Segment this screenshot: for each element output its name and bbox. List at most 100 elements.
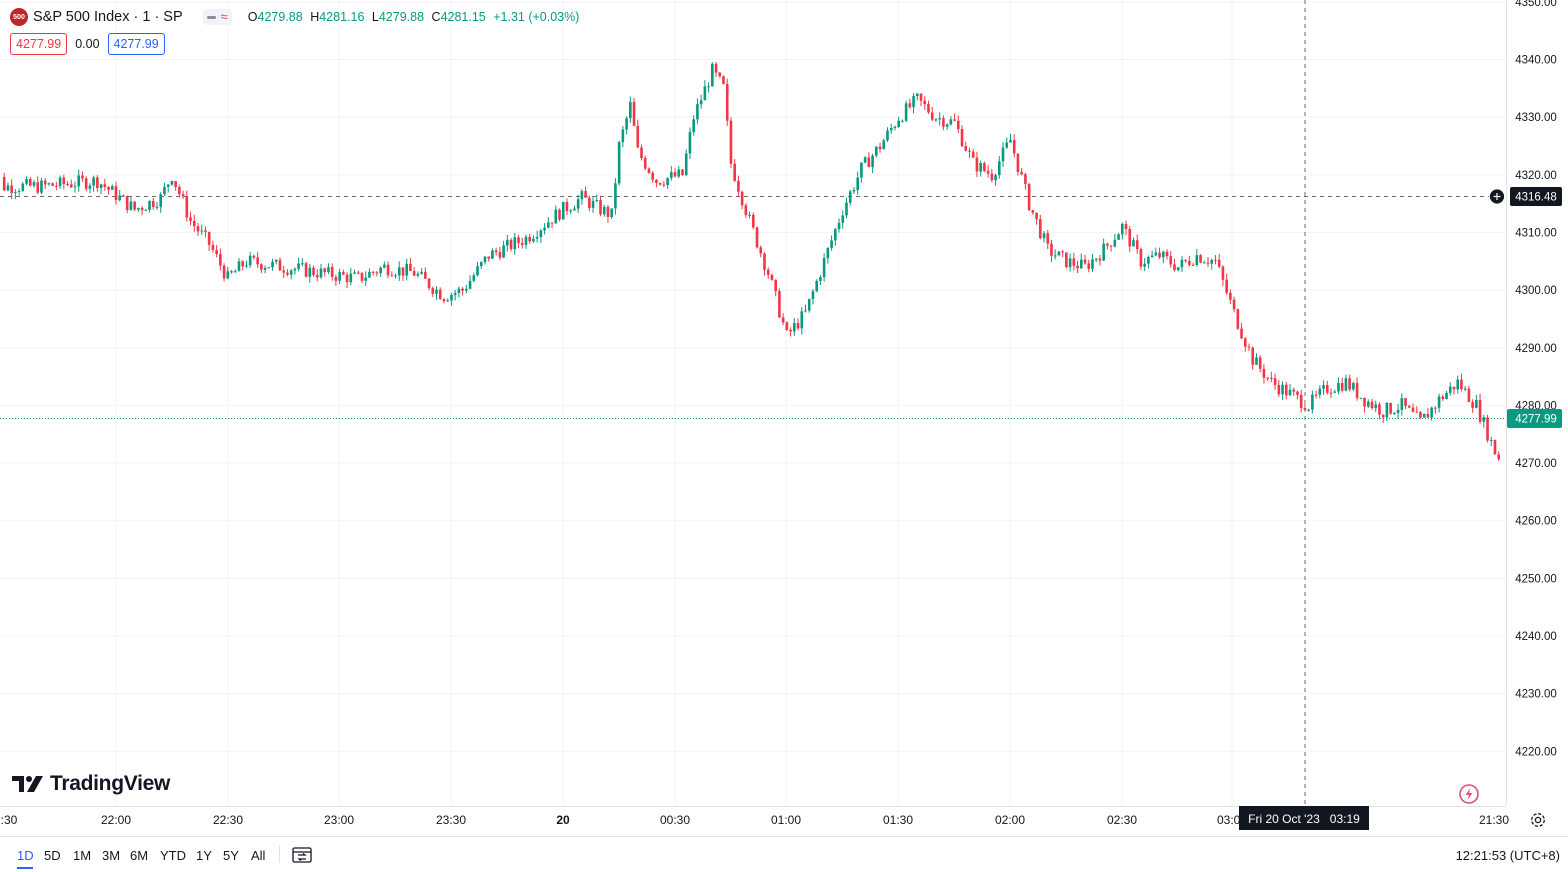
- candle-up: [58, 175, 62, 189]
- candle-down: [1221, 265, 1225, 287]
- candle-down: [781, 313, 785, 326]
- candle-down: [878, 142, 882, 153]
- approx-icon[interactable]: ≈: [220, 9, 228, 24]
- candle-up: [468, 275, 472, 290]
- candle-down: [1240, 323, 1243, 340]
- candle-down: [1419, 411, 1422, 419]
- candle-up: [435, 286, 438, 300]
- crosshair-price-label: 4316.48: [1510, 187, 1562, 206]
- timeframe-all[interactable]: All: [251, 848, 266, 863]
- candle-up: [1053, 249, 1057, 260]
- price-chart[interactable]: 4350.00 4340.00 4330.00 4320.00 4310.00 4300.…: [0, 0, 1568, 836]
- candle-up: [25, 176, 28, 186]
- timeframe-ytd[interactable]: YTD: [160, 848, 186, 863]
- candle-down: [1273, 373, 1277, 390]
- candle-down: [655, 179, 658, 188]
- candle-down: [1452, 386, 1456, 395]
- candle-up: [1120, 222, 1124, 240]
- candle-up: [1344, 374, 1348, 392]
- flash-icon[interactable]: [1458, 783, 1480, 805]
- time-tick-label: 01:00: [771, 813, 801, 827]
- timeframe-5d[interactable]: 5D: [44, 848, 61, 863]
- buy-button[interactable]: 4277.99: [107, 33, 165, 55]
- candle-down: [1031, 209, 1035, 215]
- candle-down: [375, 271, 379, 277]
- candle-up: [916, 92, 919, 101]
- candle-up: [1322, 380, 1325, 395]
- candle-down: [778, 288, 781, 319]
- timeframe-5y[interactable]: 5Y: [223, 848, 239, 863]
- price-axis[interactable]: 4350.00 4340.00 4330.00 4320.00 4310.00 4300.…: [1515, 0, 1557, 758]
- timeframe-1y[interactable]: 1Y: [196, 848, 212, 863]
- candle-down: [1124, 220, 1128, 236]
- candle-down: [636, 119, 640, 149]
- candle-down: [431, 286, 435, 298]
- candle-down: [230, 270, 233, 274]
- candle-up: [692, 115, 695, 136]
- price-tick-label: 4320.00: [1515, 170, 1557, 182]
- candle-down: [1262, 364, 1266, 384]
- candle-up: [1456, 375, 1460, 394]
- timeframe-6m[interactable]: 6M: [130, 848, 149, 863]
- price-tick-label: 4310.00: [1515, 227, 1557, 239]
- price-tick-label: 4340.00: [1515, 55, 1557, 67]
- candle-up: [1396, 403, 1400, 420]
- candle-down: [789, 327, 792, 337]
- candle-down: [1065, 252, 1068, 269]
- candle-up: [1154, 247, 1158, 257]
- candle-up: [1393, 411, 1396, 415]
- candle-up: [118, 189, 122, 202]
- candle-up: [483, 256, 487, 265]
- candle-up: [834, 227, 837, 246]
- candle-up: [353, 269, 356, 275]
- symbol-title[interactable]: S&P 500 Index · 1 · SP: [33, 9, 183, 25]
- settings-icon[interactable]: [1529, 811, 1547, 829]
- candle-up: [1359, 397, 1363, 400]
- candle-down: [114, 181, 118, 205]
- timeframe-3m[interactable]: 3M: [102, 848, 121, 863]
- legend-toggle-pill[interactable]: ≈: [202, 9, 232, 25]
- candle-up: [945, 123, 949, 130]
- time-axis[interactable]: :30 22:00 22:30 23:00 23:30 20 00:30 01:00 01:30…: [1, 813, 1510, 827]
- candle-down: [1020, 167, 1023, 176]
- minimize-icon[interactable]: [206, 15, 216, 19]
- candle-down: [908, 98, 912, 109]
- clock-timezone[interactable]: 12:21:53 (UTC+8): [1455, 848, 1560, 863]
- open-value: 4279.88: [257, 10, 303, 24]
- candle-up: [535, 230, 539, 243]
- candle-up: [539, 228, 543, 244]
- compare-icon[interactable]: [291, 845, 313, 865]
- candle-down: [927, 100, 930, 114]
- crosshair-plus-icon[interactable]: [1489, 188, 1505, 205]
- candle-down: [1225, 273, 1228, 295]
- tradingview-logo[interactable]: TradingView: [12, 772, 170, 796]
- candle-down: [103, 178, 107, 191]
- candle-up: [1091, 253, 1094, 272]
- candle-up: [1210, 258, 1214, 270]
- price-tick-label: 4250.00: [1515, 573, 1557, 585]
- candle-up: [446, 298, 450, 302]
- candle-up: [826, 247, 830, 264]
- candle-down: [643, 155, 647, 171]
- candle-down: [390, 271, 394, 277]
- candle-up: [602, 204, 606, 217]
- candle-down: [442, 298, 446, 304]
- candle-down: [1292, 387, 1296, 396]
- time-tick-label: :30: [1, 813, 18, 827]
- candle-down: [345, 272, 349, 289]
- candle-down: [69, 179, 73, 189]
- candle-up: [845, 197, 848, 219]
- candle-down: [494, 247, 498, 256]
- timeframe-1d[interactable]: 1D: [17, 848, 34, 863]
- sell-button[interactable]: 4277.99: [10, 33, 68, 55]
- timeframe-1m[interactable]: 1M: [73, 848, 92, 863]
- candle-up: [1430, 406, 1433, 421]
- candle-up: [1445, 391, 1448, 400]
- candle-down: [558, 208, 561, 222]
- symbol-logo-icon[interactable]: 500: [10, 8, 28, 26]
- candle-down: [1478, 393, 1482, 424]
- candle-down: [219, 248, 222, 271]
- candle-down: [461, 287, 464, 296]
- candle-up: [949, 116, 953, 126]
- candle-down: [1363, 397, 1366, 413]
